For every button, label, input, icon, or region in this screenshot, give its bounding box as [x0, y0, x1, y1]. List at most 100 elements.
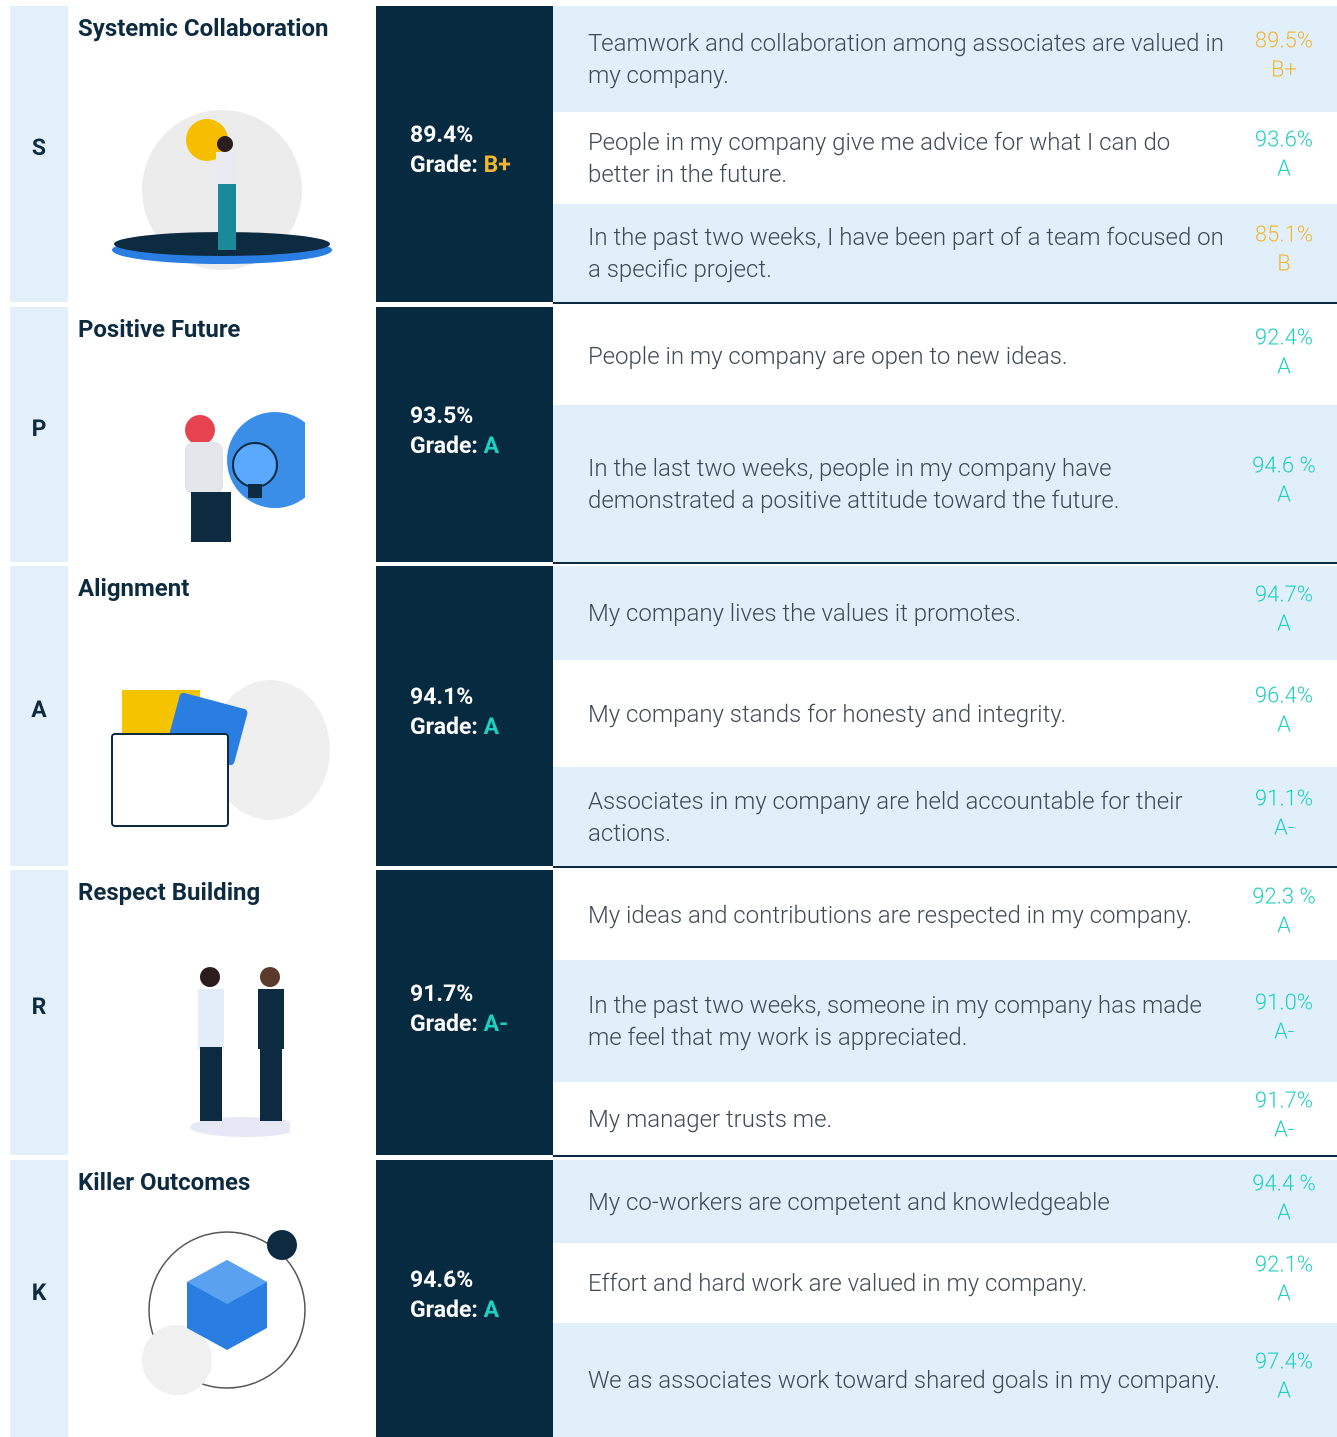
summary-grade: Grade: A — [410, 431, 499, 461]
grade-value: B+ — [483, 151, 511, 178]
question-row: My company lives the values it promotes.… — [553, 566, 1337, 660]
grade-value: A- — [483, 1009, 509, 1037]
section-title: Systemic Collaboration — [78, 14, 329, 42]
question-score: 94.4 % A — [1229, 1169, 1337, 1227]
question-text: People in my company give me advice for … — [588, 128, 1171, 188]
question-score: 89.5% B+ — [1229, 27, 1337, 85]
question-row: My company stands for honesty and integr… — [553, 660, 1337, 767]
question-text: We as associates work toward shared goal… — [588, 1366, 1221, 1394]
question-percent: 91.7% — [1254, 1088, 1314, 1114]
grade-label: Grade: — [410, 713, 478, 740]
grade-value: A — [483, 713, 500, 740]
question-score: 93.6% A — [1229, 126, 1337, 184]
illustration — [112, 110, 332, 270]
summary-block: 94.1% Grade: A — [376, 566, 553, 866]
summary-score: 94.1% Grade: A — [410, 682, 499, 742]
question-percent: 89.5% — [1254, 28, 1314, 54]
question-text: Associates in my company are held accoun… — [588, 786, 1183, 847]
question-grade: A — [1277, 913, 1291, 939]
question-percent: 85.1% — [1254, 222, 1314, 248]
question-text: My ideas and contributions are respected… — [588, 901, 1192, 929]
question-grade: A- — [1273, 815, 1295, 841]
question-grade: B+ — [1271, 57, 1297, 83]
illustration — [185, 412, 305, 542]
question-grade: A — [1277, 1378, 1291, 1404]
question-score: 94.6 % A — [1229, 451, 1337, 509]
question-score: 96.4% A — [1229, 681, 1337, 739]
summary-percent: 94.1% — [410, 683, 474, 710]
section-letter: S — [31, 134, 47, 161]
illustration — [111, 680, 330, 827]
question-text: My co-workers are competent and knowledg… — [588, 1187, 1110, 1216]
question-grade: A — [1277, 1281, 1291, 1307]
question-score: 92.1% A — [1229, 1251, 1337, 1309]
grade-label: Grade: — [410, 431, 478, 459]
letter-column: P — [10, 307, 68, 562]
question-text: In the past two weeks, someone in my com… — [588, 991, 1202, 1051]
question-row: My ideas and contributions are respected… — [553, 870, 1337, 960]
question-row: We as associates work toward shared goal… — [553, 1323, 1337, 1437]
question-score: 91.0% A- — [1229, 989, 1337, 1047]
summary-grade: Grade: A — [410, 712, 499, 742]
section-separator — [553, 1155, 1337, 1157]
question-grade: B — [1277, 251, 1291, 277]
section-title: Positive Future — [78, 315, 241, 343]
question-grade: A — [1277, 611, 1291, 637]
grade-label: Grade: — [410, 1295, 478, 1323]
question-row: Effort and hard work are valued in my co… — [553, 1243, 1337, 1323]
section-letter: K — [31, 1278, 47, 1306]
question-score: 92.3 % A — [1229, 883, 1337, 941]
question-text: Effort and hard work are valued in my co… — [588, 1269, 1088, 1297]
summary-percent: 91.7% — [410, 979, 474, 1007]
question-percent: 94.6 % — [1252, 453, 1316, 479]
question-grade: A- — [1273, 1019, 1295, 1045]
question-percent: 92.3 % — [1252, 884, 1316, 910]
section-separator — [553, 302, 1337, 304]
question-row: People in my company are open to new ide… — [553, 307, 1337, 405]
section-letter: P — [31, 414, 47, 442]
question-grade: A — [1277, 354, 1291, 380]
summary-score: 91.7% Grade: A- — [410, 979, 508, 1039]
grade-label: Grade: — [410, 1009, 478, 1037]
question-percent: 92.1% — [1254, 1252, 1314, 1278]
question-row: Associates in my company are held accoun… — [553, 767, 1337, 866]
section-letter: A — [31, 696, 47, 723]
section-separator — [553, 562, 1337, 564]
letter-column: R — [10, 870, 68, 1155]
summary-block: 94.6% Grade: A — [376, 1160, 553, 1437]
illustration — [190, 967, 290, 1137]
question-percent: 91.1% — [1254, 786, 1314, 812]
question-percent: 94.7% — [1254, 582, 1314, 608]
question-text: Teamwork and collaboration among associa… — [588, 29, 1224, 89]
question-grade: A — [1277, 156, 1291, 182]
question-row: My co-workers are competent and knowledg… — [553, 1160, 1337, 1243]
question-text: People in my company are open to new ide… — [588, 342, 1068, 370]
section-separator — [553, 866, 1337, 868]
illustration — [142, 1230, 306, 1395]
letter-column: K — [10, 1160, 68, 1437]
section-title: Alignment — [78, 574, 190, 602]
summary-grade: Grade: A- — [410, 1009, 508, 1039]
summary-percent: 93.5% — [410, 401, 474, 429]
letter-column: S — [10, 6, 68, 302]
letter-column: A — [10, 566, 68, 866]
question-text: In the last two weeks, people in my comp… — [588, 453, 1120, 514]
question-row: In the last two weeks, people in my comp… — [553, 405, 1337, 562]
question-row: In the past two weeks, I have been part … — [553, 204, 1337, 302]
question-grade: A — [1277, 482, 1291, 508]
grade-value: A — [483, 1295, 500, 1323]
question-score: 85.1% B — [1229, 221, 1337, 279]
question-text: My company lives the values it promotes. — [588, 599, 1022, 627]
section-title: Killer Outcomes — [78, 1168, 251, 1196]
question-percent: 91.0% — [1254, 990, 1314, 1016]
summary-block: 89.4% Grade: B+ — [376, 6, 553, 302]
summary-grade: Grade: B+ — [410, 150, 511, 180]
section-letter: R — [31, 992, 47, 1020]
question-score: 91.7% A- — [1229, 1086, 1337, 1144]
question-percent: 94.4 % — [1252, 1171, 1316, 1197]
question-grade: A — [1277, 1200, 1291, 1226]
question-percent: 93.6% — [1254, 127, 1314, 153]
question-row: In the past two weeks, someone in my com… — [553, 960, 1337, 1082]
question-score: 94.7% A — [1229, 581, 1337, 639]
